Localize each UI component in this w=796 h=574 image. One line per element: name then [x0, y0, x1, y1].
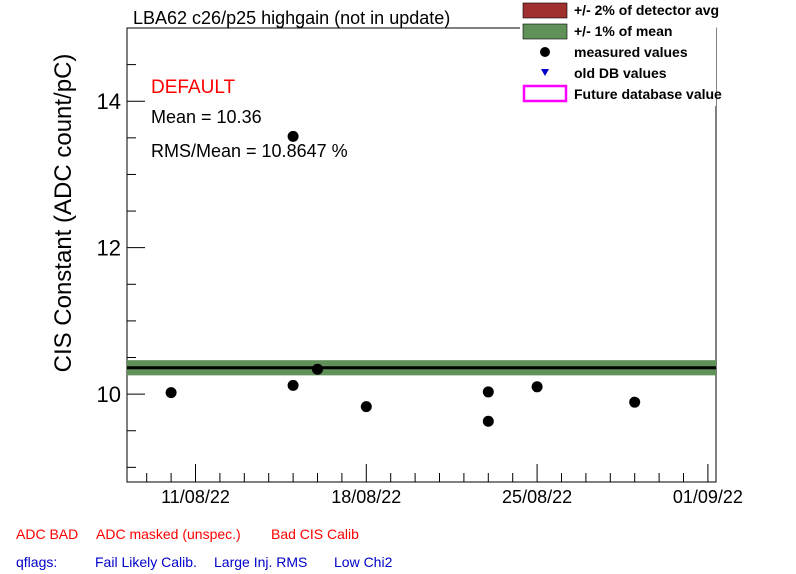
x-tick-label: 11/08/22	[161, 487, 230, 507]
y-tick-label: 14	[97, 89, 121, 114]
x-tick-label: 25/08/22	[502, 487, 572, 507]
status-label: DEFAULT	[151, 77, 236, 98]
chart-title: LBA62 c26/p25 highgain (not in update)	[133, 8, 450, 28]
measured-value-point	[312, 363, 323, 375]
axis-layer: 10 12 14 11/08/22 18/08/22 25/08/22 01/09/22	[97, 64, 743, 507]
legend: +/- 2% of detector avg +/- 1% of mean me…	[520, 0, 722, 106]
qflag-fail-likely-calib: Fail Likely Calib.	[95, 554, 197, 570]
qflags-label: qflags:	[16, 554, 58, 570]
y-tick-label: 12	[97, 236, 121, 261]
plot-frame	[126, 27, 717, 483]
mean-annotation: Mean = 10.36	[151, 107, 262, 127]
flag-adc-masked: ADC masked (unspec.)	[96, 526, 241, 542]
legend-swatch-future	[522, 84, 568, 103]
legend-label-future: Future database value	[574, 86, 722, 102]
measured-value-point	[482, 386, 494, 398]
legend-swatch-detector-avg	[522, 2, 568, 19]
y-tick-label: 10	[97, 382, 121, 407]
flag-bad-cis-calib: Bad CIS Calib	[271, 526, 359, 542]
qflag-large-inj-rms: Large Inj. RMS	[214, 554, 308, 570]
legend-label-old-db: old DB values	[574, 65, 667, 81]
flag-adc-bad: ADC BAD	[16, 526, 79, 542]
qflag-low-chi2: Low Chi2	[334, 554, 393, 570]
x-tick-label: 18/08/22	[331, 487, 401, 507]
legend-label-detector-avg: +/- 2% of detector avg	[574, 2, 719, 18]
legend-label-measured: measured values	[574, 44, 688, 60]
measured-value-point	[165, 387, 177, 399]
measured-value-point	[482, 415, 494, 427]
measured-value-point	[531, 381, 543, 393]
legend-marker-old-db	[541, 69, 549, 76]
data-points	[165, 130, 641, 427]
legend-marker-measured	[540, 47, 550, 57]
measured-value-point	[629, 396, 641, 408]
measured-value-point	[287, 379, 299, 391]
legend-label-mean: +/- 1% of mean	[574, 23, 672, 39]
measured-value-point	[287, 130, 299, 142]
mean-band-layer	[127, 360, 716, 376]
legend-swatch-mean	[522, 23, 568, 40]
x-tick-label: 01/09/22	[673, 487, 743, 507]
rms-annotation: RMS/Mean = 10.8647 %	[151, 141, 348, 161]
measured-value-point	[360, 401, 372, 413]
y-axis-label: CIS Constant (ADC count/pC)	[50, 54, 77, 373]
